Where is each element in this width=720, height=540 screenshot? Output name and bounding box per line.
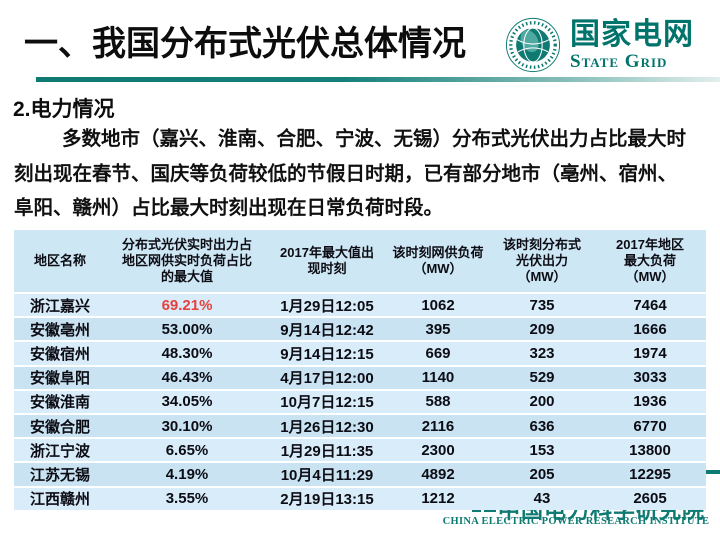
table-cell: 669: [425, 344, 451, 362]
table-cell: 46.43%: [161, 369, 213, 387]
table-cell: 浙江嘉兴: [29, 297, 90, 315]
table-cell: 1936: [633, 393, 667, 411]
table-cell: 1666: [633, 320, 667, 338]
table-row: 安徽阜阳 46.43% 4月17日12:00 1140 529 3033: [14, 364, 706, 389]
table-cell: 153: [529, 441, 555, 459]
table-row: 安徽宿州 48.30% 9月14日12:15 669 323 1974: [14, 340, 706, 365]
table-header-row: 地区名称 分布式光伏实时出力占地区网供实时负荷占比的最大值 2017年最大值出现时刻…: [14, 230, 706, 292]
table-cell: 1974: [633, 344, 667, 362]
table-cell: 安徽合肥: [29, 418, 90, 436]
table-cell: 安徽阜阳: [29, 370, 90, 388]
table-cell: 2605: [633, 490, 667, 508]
header-cell: 2017年最大值出现时刻: [280, 245, 374, 276]
table-cell: 48.30%: [161, 344, 213, 362]
table-cell: 53.00%: [161, 320, 213, 338]
table-cell: 6770: [633, 417, 667, 435]
state-grid-emblem-icon: [505, 17, 561, 73]
table-row: 安徽淮南 34.05% 10月7日12:15 588 200 1936: [14, 388, 706, 413]
table-cell: 209: [529, 320, 555, 338]
table-row: 江西赣州 3.55% 2月19日13:15 1212 43 2605: [14, 485, 706, 510]
table-cell: 1月29日11:35: [280, 442, 374, 460]
table-cell: 323: [529, 344, 555, 362]
table-row: 安徽合肥 30.10% 1月26日12:30 2116 636 6770: [14, 412, 706, 438]
table-cell: 1140: [421, 369, 455, 387]
table-cell: 10月7日12:15: [280, 394, 374, 412]
table-cell: 10月4日11:29: [280, 466, 374, 484]
table-cell: 江苏无锡: [29, 466, 90, 484]
footer-text-en: CHINA ELECTRIC POWER RESEARCH INSTITUTE: [442, 516, 710, 527]
table-cell: 2月19日13:15: [280, 491, 374, 509]
table-cell: 安徽淮南: [29, 394, 90, 412]
table-cell: 7464: [633, 296, 667, 314]
table-cell: 2300: [421, 441, 455, 459]
table-cell: 3033: [633, 369, 667, 387]
table-cell: 529: [529, 369, 555, 387]
paragraph-line: 多数地市（嘉兴、淮南、合肥、宁波、无锡）分布式光伏出力占比最大时: [62, 128, 687, 150]
table-cell: 安徽亳州: [29, 321, 90, 339]
logo-text-en: State Grid: [570, 50, 668, 72]
table-cell: 30.10%: [161, 417, 213, 435]
table-cell: 636: [529, 417, 555, 435]
table-row: 安徽亳州 53.00% 9月14日12:42 395 209 1666: [14, 316, 706, 341]
table-cell: 12295: [629, 465, 671, 483]
table-cell: 205: [529, 465, 555, 483]
header-cell: 地区名称: [33, 253, 86, 268]
header-cell: 分布式光伏实时出力占地区网供实时负荷占比的最大值: [121, 237, 252, 284]
table-cell: 1062: [421, 296, 455, 314]
title-divider: [36, 77, 720, 82]
table-cell: 4892: [421, 465, 455, 483]
table-cell: 1212: [421, 490, 455, 508]
logo-text: 国家电网 State Grid: [570, 17, 694, 72]
table-cell: 4.19%: [165, 465, 209, 483]
table-cell: 1月29日12:05: [280, 297, 374, 315]
table-body: 浙江嘉兴 69.21% 1月29日12:05 1062 735 7464 安徽亳州 53.00…: [14, 292, 706, 510]
table-cell: 江西赣州: [29, 491, 90, 509]
table-cell: 2116: [421, 417, 455, 435]
table-cell: 3.55%: [165, 490, 209, 508]
table-cell: 安徽宿州: [29, 345, 90, 363]
logo-text-cn: 国家电网: [570, 17, 694, 51]
footer-divider-line: [702, 470, 720, 474]
body-paragraph: 多数地市（嘉兴、淮南、合肥、宁波、无锡）分布式光伏出力占比最大时 刻出现在春节、…: [14, 122, 692, 226]
table-cell: 1月26日12:30: [280, 418, 374, 436]
table-cell: 浙江宁波: [29, 442, 90, 460]
table-cell: 588: [425, 393, 451, 411]
table-row: 浙江嘉兴 69.21% 1月29日12:05 1062 735 7464: [14, 292, 706, 317]
table-row: 浙江宁波 6.65% 1月29日11:35 2300 153 13800: [14, 437, 706, 462]
page-title: 一、我国分布式光伏总体情况: [24, 25, 466, 63]
section-heading: 2.电力情况: [13, 98, 115, 121]
pv-table: 地区名称 分布式光伏实时出力占地区网供实时负荷占比的最大值 2017年最大值出现时刻…: [14, 230, 706, 510]
table-cell: 735: [529, 296, 555, 314]
table-cell: 34.05%: [161, 393, 213, 411]
table-cell: 4月17日12:00: [280, 370, 374, 388]
table-cell: 13800: [629, 441, 671, 459]
table-cell: 69.21%: [161, 296, 213, 314]
header-cell: 该时刻网供负荷（MW）: [392, 245, 484, 276]
header-cell: 2017年地区最大负荷（MW）: [616, 237, 684, 284]
paragraph-line: 阜阳、赣州）占比最大时刻出现在日常负荷时段。: [14, 197, 444, 219]
table-row: 江苏无锡 4.19% 10月4日11:29 4892 205 12295: [14, 461, 706, 486]
state-grid-logo: 国家电网 State Grid: [504, 14, 710, 76]
table-cell: 6.65%: [165, 441, 209, 459]
table-cell: 9月14日12:15: [280, 345, 374, 363]
paragraph-line: 刻出现在春节、国庆等负荷较低的节假日时期，已有部分地市（亳州、宿州、: [14, 162, 678, 185]
table-cell: 200: [529, 393, 555, 411]
header-cell: 该时刻分布式光伏出力（MW）: [503, 237, 582, 284]
table-cell: 9月14日12:42: [280, 321, 374, 339]
table-cell: 43: [533, 490, 551, 508]
table-cell: 395: [425, 320, 451, 338]
